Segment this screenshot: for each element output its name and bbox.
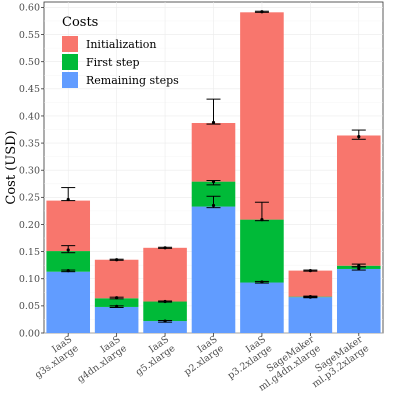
plot-panel <box>43 1 384 334</box>
mean-point <box>308 268 312 273</box>
bar-remaining-steps <box>143 321 187 333</box>
mean-point <box>115 304 119 309</box>
bar-initialization <box>46 200 91 252</box>
y-tick-label: 0.50 <box>19 57 40 68</box>
y-tick-label: 0.00 <box>19 328 40 339</box>
legend-label-remaining-steps: Remaining steps <box>86 74 179 87</box>
y-tick-label: 0.45 <box>19 84 40 95</box>
bar-first-step <box>240 219 284 283</box>
y-tick-label: 0.60 <box>19 3 40 14</box>
bar-initialization <box>191 123 236 182</box>
mean-point <box>163 319 167 323</box>
legend-label-first-step: First step <box>86 56 140 69</box>
y-axis: 0.00 0.05 0.10 0.15 0.20 0.25 0.30 0.35 0.40 0.45… <box>19 3 44 339</box>
y-tick-label: 0.40 <box>19 111 40 122</box>
y-tick-label: 0.15 <box>19 247 40 258</box>
mean-point <box>115 296 119 300</box>
mean-point <box>357 264 361 268</box>
bar-initialization <box>288 270 333 297</box>
y-tick-label: 0.20 <box>19 220 40 231</box>
mean-point <box>163 299 167 304</box>
y-tick-label: 0.05 <box>19 301 40 312</box>
bar-remaining-steps <box>46 271 91 333</box>
mean-point <box>211 203 216 208</box>
mean-point <box>66 197 70 202</box>
y-tick-label: 0.30 <box>19 166 40 177</box>
mean-point <box>66 268 70 273</box>
mean-point <box>308 295 312 299</box>
mean-point <box>357 266 361 271</box>
bar-remaining-steps <box>191 206 236 333</box>
legend-swatch-remaining-steps <box>62 72 78 88</box>
bar-initialization <box>143 247 187 302</box>
y-tick-label: 0.55 <box>19 30 40 41</box>
bar-first-step <box>94 298 139 307</box>
bar-initialization <box>94 259 139 299</box>
mean-point <box>211 120 216 125</box>
y-tick-label: 0.25 <box>19 193 40 204</box>
mean-point <box>260 217 264 222</box>
y-tick-label: 0.10 <box>19 274 40 285</box>
y-tick-label: 0.35 <box>19 138 40 149</box>
bar-remaining-steps <box>94 306 139 333</box>
bar-remaining-steps <box>240 282 284 333</box>
mean-point <box>260 280 264 284</box>
bar-first-step <box>143 301 187 322</box>
legend-swatch-first-step <box>62 54 78 70</box>
mean-point <box>66 248 70 252</box>
mean-point <box>211 180 216 184</box>
mean-point <box>260 10 264 14</box>
bar-initialization <box>240 12 284 220</box>
mean-point <box>163 246 167 250</box>
bar-remaining-steps <box>336 268 381 333</box>
mean-point <box>357 134 361 139</box>
legend: Costs Initialization First step Remaining s… <box>62 15 179 88</box>
bar-first-step <box>46 251 91 272</box>
legend-title: Costs <box>62 15 98 30</box>
bar-initialization <box>336 135 381 266</box>
legend-swatch-initialization <box>62 36 78 52</box>
legend-label-initialization: Initialization <box>86 38 156 51</box>
mean-point <box>115 258 119 262</box>
y-axis-title: Cost (USD) <box>4 130 19 204</box>
bar-remaining-steps <box>288 297 333 333</box>
